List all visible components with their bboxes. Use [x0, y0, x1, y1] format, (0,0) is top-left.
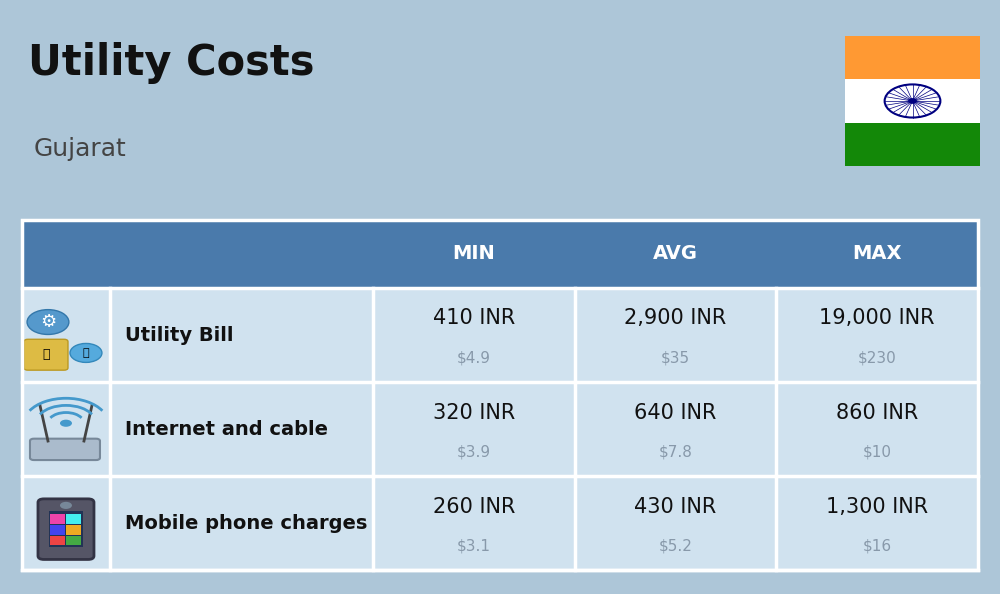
FancyBboxPatch shape: [66, 514, 81, 524]
FancyBboxPatch shape: [22, 220, 978, 288]
FancyBboxPatch shape: [50, 525, 65, 535]
Text: 430 INR: 430 INR: [634, 497, 717, 517]
Text: $16: $16: [863, 538, 892, 553]
Text: Internet and cable: Internet and cable: [125, 420, 328, 438]
Circle shape: [60, 502, 72, 509]
FancyBboxPatch shape: [30, 438, 100, 460]
Text: $230: $230: [858, 350, 897, 365]
Text: MAX: MAX: [852, 245, 902, 263]
Text: 860 INR: 860 INR: [836, 403, 918, 422]
Text: $4.9: $4.9: [457, 350, 491, 365]
FancyBboxPatch shape: [22, 288, 978, 382]
Circle shape: [909, 99, 916, 103]
Text: $10: $10: [863, 444, 892, 459]
Text: ⚙: ⚙: [40, 313, 56, 331]
Text: 1,300 INR: 1,300 INR: [826, 497, 928, 517]
Text: Utility Bill: Utility Bill: [125, 326, 233, 345]
FancyBboxPatch shape: [49, 511, 83, 547]
Text: 260 INR: 260 INR: [433, 497, 515, 517]
Text: $35: $35: [661, 350, 690, 365]
Text: 2,900 INR: 2,900 INR: [624, 308, 727, 328]
Circle shape: [70, 343, 102, 362]
FancyBboxPatch shape: [38, 499, 94, 560]
Text: AVG: AVG: [653, 245, 698, 263]
Text: $3.1: $3.1: [457, 538, 491, 553]
FancyBboxPatch shape: [845, 79, 980, 123]
FancyBboxPatch shape: [22, 382, 978, 476]
Text: $5.2: $5.2: [658, 538, 692, 553]
FancyBboxPatch shape: [845, 36, 980, 79]
Text: 19,000 INR: 19,000 INR: [819, 308, 935, 328]
FancyBboxPatch shape: [50, 536, 65, 545]
FancyBboxPatch shape: [50, 514, 65, 524]
FancyBboxPatch shape: [66, 536, 81, 545]
Text: 640 INR: 640 INR: [634, 403, 717, 422]
FancyBboxPatch shape: [24, 339, 68, 370]
Text: 410 INR: 410 INR: [433, 308, 515, 328]
FancyBboxPatch shape: [845, 123, 980, 166]
FancyBboxPatch shape: [22, 476, 978, 570]
Text: 💧: 💧: [83, 348, 89, 358]
Text: $7.8: $7.8: [658, 444, 692, 459]
Circle shape: [27, 309, 69, 334]
Circle shape: [60, 419, 72, 426]
Text: Gujarat: Gujarat: [34, 137, 127, 160]
Text: $3.9: $3.9: [457, 444, 491, 459]
Text: 🔌: 🔌: [42, 348, 50, 361]
Text: Utility Costs: Utility Costs: [28, 42, 314, 84]
FancyBboxPatch shape: [66, 525, 81, 535]
Text: Mobile phone charges: Mobile phone charges: [125, 514, 367, 533]
Text: MIN: MIN: [452, 245, 495, 263]
Text: 320 INR: 320 INR: [433, 403, 515, 422]
